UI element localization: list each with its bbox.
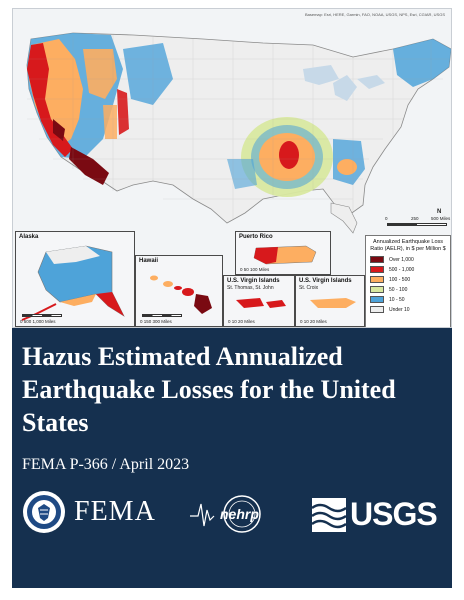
legend-label: 500 - 1,000 [389,266,415,273]
legend-item: Over 1,000 [370,256,446,263]
usvi-stc-inset: U.S. Virgin Islands St. Croix 0 10 20 Mi… [295,275,365,327]
legend-item: 100 - 500 [370,276,446,283]
legend-label: 10 - 50 [389,296,405,303]
usvi-stc-title: U.S. Virgin Islands [299,278,352,284]
logo-row: FEMA nehrp USGS [12,488,452,548]
hawaii-scalebar [142,314,182,317]
puerto-rico-title: Puerto Rico [239,234,273,240]
alaska-scale-label: 0 500 1,000 Miles [20,319,56,324]
legend-label: 100 - 500 [389,276,411,283]
legend-swatch [370,286,384,293]
fema-logo: FEMA [74,496,156,527]
usgs-logo: USGS [312,496,442,532]
alaska-inset: Alaska 0 500 1,000 Miles [15,231,135,327]
usvi-stt-subtitle: St. Thomas, St. John [227,285,274,291]
usvi-stt-scale-label: 0 10 20 Miles [228,319,255,324]
legend-swatch [370,266,384,273]
title-panel: Hazus Estimated Annualized Earthquake Lo… [12,328,452,588]
puerto-rico-shape [253,245,317,265]
usvi-stc-scale-label: 0 10 20 Miles [300,319,327,324]
hawaii-shape [150,275,212,314]
legend-label: 50 - 100 [389,286,408,293]
legend-swatch [370,276,384,283]
seismograph-icon [190,495,261,533]
hawaii-scale-label: 0 150 300 Miles [140,319,172,324]
usvi-stt-inset: U.S. Virgin Islands St. Thomas, St. John… [223,275,295,327]
report-cover: Basemap: Esri, HERE, Garmin, FAO, NOAA, … [12,8,452,588]
report-title: Hazus Estimated Annualized Earthquake Lo… [22,342,396,437]
main-scalebar: 0 250 500 Miles [381,216,451,233]
legend-item: Under 10 [370,306,446,313]
usvi-stc-subtitle: St. Croix [299,285,319,291]
hawaii-inset: Hawaii 0 150 300 Miles [135,255,223,327]
nehrp-wordmark: nehrp [220,506,259,522]
hawaii-title: Hawaii [139,258,159,264]
map-legend: Annualized Earthquake Loss Ratio (AELR),… [365,235,451,327]
legend-item: 500 - 1,000 [370,266,446,273]
usvi-stt-title: U.S. Virgin Islands [227,278,280,284]
legend-item: 50 - 100 [370,286,446,293]
conus-map [26,32,451,234]
legend-label: Over 1,000 [389,256,414,263]
report-subtitle: FEMA P-366 / April 2023 [22,456,190,473]
puerto-rico-inset: Puerto Rico 0 50 100 Miles [235,231,331,275]
legend-title: Annualized Earthquake Loss Ratio (AELR),… [370,239,446,252]
loss-ratio-map: Basemap: Esri, HERE, Garmin, FAO, NOAA, … [12,8,452,328]
dhs-seal-icon [23,491,65,533]
legend-swatch [370,296,384,303]
legend-item: 10 - 50 [370,296,446,303]
legend-label: Under 10 [389,306,410,313]
map-credit: Basemap: Esri, HERE, Garmin, FAO, NOAA, … [304,12,445,17]
usgs-wordmark: USGS [350,496,438,532]
north-arrow-icon: N [437,209,442,215]
usvi-stc-shape [310,298,356,308]
puerto-rico-scale-label: 0 50 100 Miles [240,267,270,272]
usvi-stt-shape [236,298,286,308]
alaska-scalebar [22,314,62,317]
alaska-shape [21,245,125,321]
usgs-wave-icon [312,498,346,532]
legend-swatch [370,306,384,313]
legend-swatch [370,256,384,263]
alaska-title: Alaska [19,234,39,240]
nehrp-logo: nehrp [190,494,290,534]
